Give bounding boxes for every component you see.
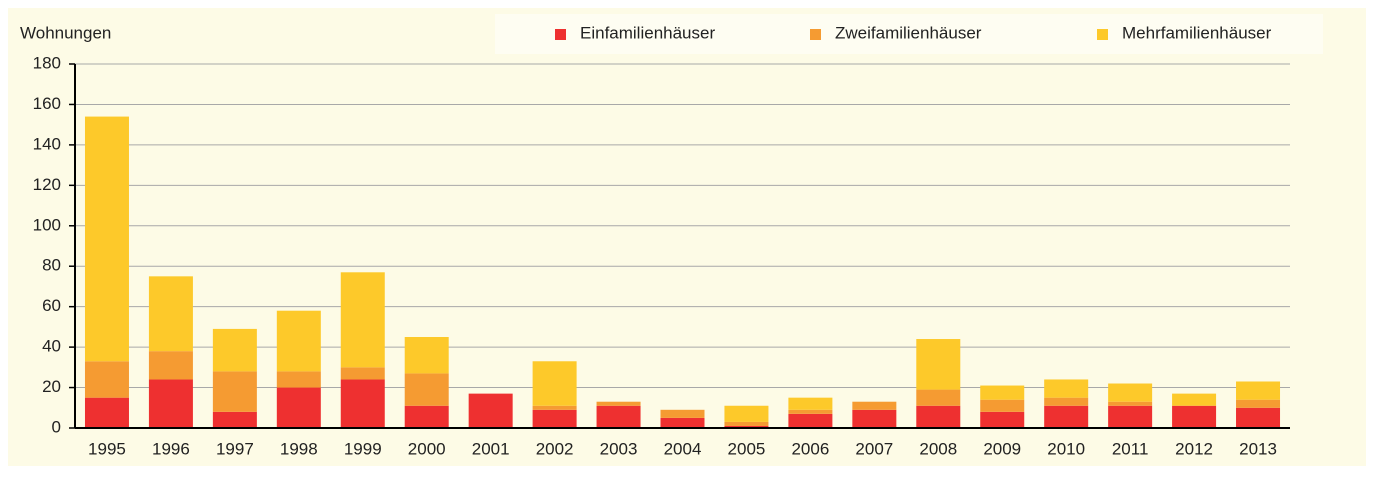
y-tick-label: 0 — [52, 417, 61, 436]
x-tick-label: 2008 — [919, 439, 957, 458]
bar-segment — [660, 409, 705, 418]
bar-segment — [532, 405, 577, 410]
bar-segment — [276, 387, 321, 428]
bar-segment — [212, 371, 257, 412]
bar-segment — [404, 373, 449, 406]
bar-segment — [724, 425, 769, 428]
bar-segment — [340, 379, 385, 428]
x-tick-label: 2012 — [1175, 439, 1213, 458]
bar-segment — [1044, 405, 1089, 428]
bar-segment — [84, 361, 129, 398]
bar-segment — [1236, 407, 1281, 428]
legend-box — [495, 14, 1323, 54]
bar-segment — [724, 421, 769, 426]
bar-segment — [916, 405, 961, 428]
chart-background — [8, 8, 1366, 466]
y-tick-label: 100 — [33, 215, 61, 234]
bar-segment — [404, 337, 449, 374]
y-tick-label: 140 — [33, 134, 61, 153]
x-tick-label: 2001 — [472, 439, 510, 458]
bar-segment — [980, 411, 1025, 428]
bar-segment — [660, 417, 705, 428]
bar-segment — [276, 371, 321, 388]
legend-label: Einfamilienhäuser — [580, 23, 715, 42]
bar-segment — [276, 310, 321, 372]
bar-segment — [1044, 397, 1089, 406]
bar-segment — [788, 397, 833, 410]
bar-segment — [788, 409, 833, 414]
legend-swatch — [810, 29, 821, 40]
bar-segment — [852, 401, 897, 410]
bar-segment — [148, 351, 193, 380]
bar-segment — [1172, 393, 1217, 406]
bar-segment — [84, 116, 129, 362]
y-tick-label: 80 — [42, 256, 61, 275]
x-tick-label: 2007 — [855, 439, 893, 458]
bar-segment — [148, 276, 193, 352]
bar-segment — [852, 409, 897, 428]
bar-segment — [980, 399, 1025, 412]
bar-segment — [1044, 379, 1089, 398]
bar-segment — [404, 405, 449, 428]
bar-segment — [340, 367, 385, 380]
bar-segment — [340, 272, 385, 368]
bar-segment — [596, 401, 641, 406]
y-tick-label: 40 — [42, 337, 61, 356]
legend-swatch — [555, 29, 566, 40]
x-tick-label: 1996 — [152, 439, 190, 458]
bar-segment — [212, 328, 257, 372]
x-tick-label: 2005 — [728, 439, 766, 458]
y-tick-label: 180 — [33, 53, 61, 72]
x-tick-label: 2009 — [983, 439, 1021, 458]
bar-segment — [532, 361, 577, 406]
bar-segment — [1108, 401, 1153, 406]
bar-segment — [916, 389, 961, 406]
y-tick-label: 120 — [33, 175, 61, 194]
x-tick-label: 2002 — [536, 439, 574, 458]
y-tick-label: 60 — [42, 296, 61, 315]
x-tick-label: 2006 — [791, 439, 829, 458]
bar-segment — [980, 385, 1025, 400]
legend-label: Mehrfamilienhäuser — [1122, 23, 1272, 42]
x-tick-label: 2003 — [600, 439, 638, 458]
bar-segment — [1236, 381, 1281, 400]
bar-segment — [148, 379, 193, 428]
x-tick-label: 2010 — [1047, 439, 1085, 458]
bar-segment — [724, 405, 769, 422]
bar-segment — [1108, 383, 1153, 402]
bar-segment — [212, 411, 257, 428]
bar-segment — [916, 339, 961, 390]
bar-segment — [1236, 399, 1281, 408]
x-tick-label: 2011 — [1112, 439, 1149, 458]
bar-segment — [532, 409, 577, 428]
x-tick-label: 1997 — [216, 439, 254, 458]
x-tick-label: 1999 — [344, 439, 382, 458]
x-tick-label: 2004 — [664, 439, 702, 458]
y-tick-label: 160 — [33, 94, 61, 113]
legend-swatch — [1097, 29, 1108, 40]
x-tick-label: 1995 — [88, 439, 126, 458]
x-tick-label: 1998 — [280, 439, 318, 458]
legend-label: Zweifamilienhäuser — [835, 23, 982, 42]
bar-segment — [596, 405, 641, 428]
x-tick-label: 2000 — [408, 439, 446, 458]
bar-segment — [84, 397, 129, 428]
bar-segment — [468, 393, 513, 428]
x-tick-label: 2013 — [1239, 439, 1277, 458]
bar-segment — [1108, 405, 1153, 428]
y-axis-label: Wohnungen — [20, 23, 111, 42]
bar-segment — [1172, 405, 1217, 428]
y-tick-label: 20 — [42, 377, 61, 396]
bar-segment — [788, 413, 833, 428]
